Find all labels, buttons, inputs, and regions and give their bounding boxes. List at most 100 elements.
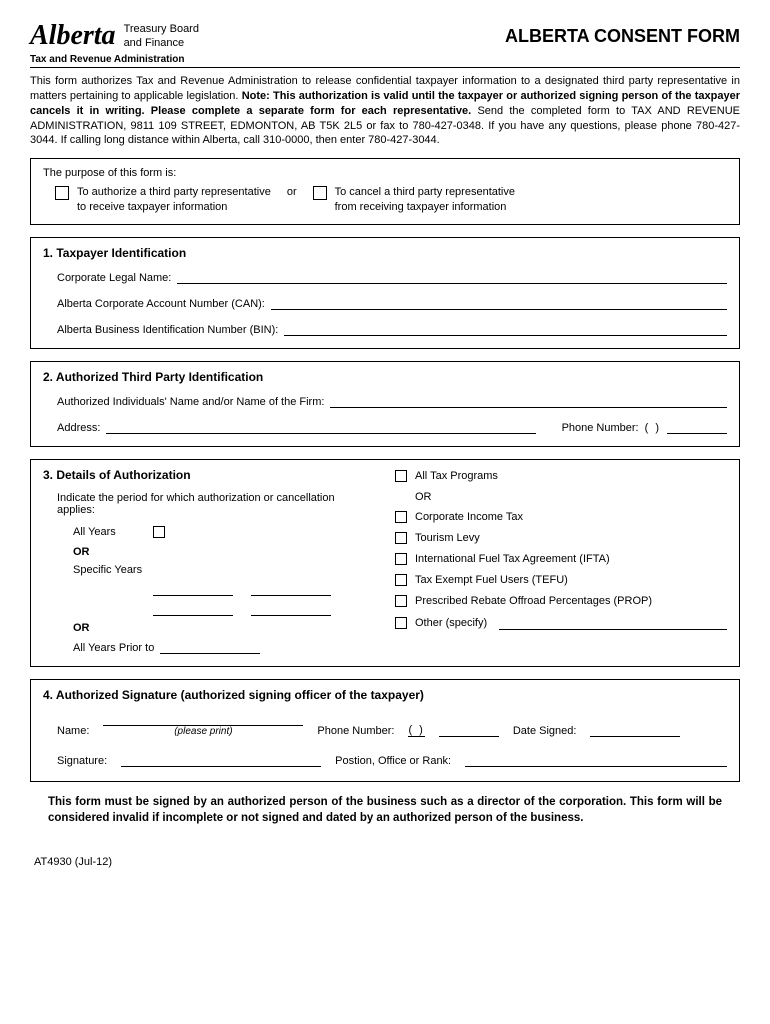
sig-row-1: Name: (please print) Phone Number: ( ) D… xyxy=(57,712,727,737)
header: Alberta Treasury Board and Finance ALBER… xyxy=(30,20,740,52)
row-tourism: Tourism Levy xyxy=(395,532,727,544)
checkbox-cancel[interactable] xyxy=(313,186,327,200)
section-3-subtext: Indicate the period for which authorizat… xyxy=(57,492,375,516)
opt2-line2: from receiving taxpayer information xyxy=(335,200,515,214)
label-cit: Corporate Income Tax xyxy=(415,511,523,523)
input-position[interactable] xyxy=(465,753,727,767)
input-bin[interactable] xyxy=(284,322,727,336)
checkbox-all-programs[interactable] xyxy=(395,470,407,482)
input-date[interactable] xyxy=(590,723,680,737)
specific-years-row-2 xyxy=(153,602,375,616)
checkbox-cit[interactable] xyxy=(395,511,407,523)
label-other: Other (specify) xyxy=(415,617,487,629)
checkbox-tefu[interactable] xyxy=(395,574,407,586)
section-3-right: All Tax Programs OR Corporate Income Tax… xyxy=(395,468,727,656)
input-year-2[interactable] xyxy=(251,582,331,596)
label-all-years: All Years xyxy=(73,526,143,538)
label-prior-to: All Years Prior to xyxy=(73,642,154,654)
checkbox-other[interactable] xyxy=(395,617,407,629)
or-2: OR xyxy=(73,622,375,634)
purpose-options: To authorize a third party representativ… xyxy=(43,185,727,214)
label-name: Name: xyxy=(57,725,89,737)
checkbox-authorize[interactable] xyxy=(55,186,69,200)
label-position: Postion, Office or Rank: xyxy=(335,755,451,767)
opt1-line2: to receive taxpayer information xyxy=(77,200,271,214)
form-title: ALBERTA CONSENT FORM xyxy=(505,26,740,47)
label-specific-years: Specific Years xyxy=(73,564,375,576)
label-prop: Prescribed Rebate Offroad Percentages (P… xyxy=(415,595,652,607)
checkbox-prop[interactable] xyxy=(395,595,407,607)
row-tefu: Tax Exempt Fuel Users (TEFU) xyxy=(395,574,727,586)
label-phone-sig: Phone Number: xyxy=(317,725,394,737)
row-can: Alberta Corporate Account Number (CAN): xyxy=(43,296,727,310)
input-address[interactable] xyxy=(106,420,535,434)
section-3-details: 3. Details of Authorization Indicate the… xyxy=(30,459,740,667)
or-1: OR xyxy=(73,546,375,558)
please-print: (please print) xyxy=(103,726,303,737)
checkbox-ifta[interactable] xyxy=(395,553,407,565)
purpose-option-cancel: To cancel a third party representative f… xyxy=(313,185,515,214)
input-can[interactable] xyxy=(271,296,727,310)
section-4-title: 4. Authorized Signature (authorized sign… xyxy=(43,688,727,702)
purpose-lead: The purpose of this form is: xyxy=(43,167,727,179)
purpose-section: The purpose of this form is: To authoriz… xyxy=(30,158,740,225)
row-bin: Alberta Business Identification Number (… xyxy=(43,322,727,336)
option-cancel-text: To cancel a third party representative f… xyxy=(335,185,515,214)
label-tefu: Tax Exempt Fuel Users (TEFU) xyxy=(415,574,568,586)
dept-line-1: Treasury Board xyxy=(124,22,199,36)
sig-row-2: Signature: Postion, Office or Rank: xyxy=(57,753,727,767)
section-2-third-party: 2. Authorized Third Party Identification… xyxy=(30,361,740,447)
checkbox-all-years[interactable] xyxy=(153,526,165,538)
input-other[interactable] xyxy=(499,616,727,630)
row-other: Other (specify) xyxy=(395,616,727,630)
input-firm-name[interactable] xyxy=(330,394,727,408)
section-2-title: 2. Authorized Third Party Identification xyxy=(43,370,727,384)
form-id: AT4930 (Jul-12) xyxy=(34,856,740,868)
row-legal-name: Corporate Legal Name: xyxy=(43,270,727,284)
row-cit: Corporate Income Tax xyxy=(395,511,727,523)
phone-paren: ( ) xyxy=(645,422,661,434)
footer-note: This form must be signed by an authorize… xyxy=(48,794,722,826)
row-firm-name: Authorized Individuals' Name and/or Name… xyxy=(43,394,727,408)
sub-department: Tax and Revenue Administration xyxy=(30,54,740,65)
row-address-phone: Address: Phone Number: ( ) xyxy=(43,420,727,434)
label-ifta: International Fuel Tax Agreement (IFTA) xyxy=(415,553,610,565)
or-programs: OR xyxy=(415,491,727,503)
opt2-line1: To cancel a third party representative xyxy=(335,185,515,199)
department-name: Treasury Board and Finance xyxy=(124,22,199,51)
label-all-programs: All Tax Programs xyxy=(415,470,498,482)
label-bin: Alberta Business Identification Number (… xyxy=(57,324,278,336)
checkbox-tourism[interactable] xyxy=(395,532,407,544)
specific-years-row-1 xyxy=(153,582,375,596)
option-authorize-text: To authorize a third party representativ… xyxy=(77,185,271,214)
section-4-signature: 4. Authorized Signature (authorized sign… xyxy=(30,679,740,782)
label-phone: Phone Number: xyxy=(562,422,639,434)
input-year-4[interactable] xyxy=(251,602,331,616)
input-signature[interactable] xyxy=(121,753,321,767)
section-1-taxpayer-id: 1. Taxpayer Identification Corporate Leg… xyxy=(30,237,740,349)
label-address: Address: xyxy=(57,422,100,434)
row-all-years: All Years xyxy=(73,526,375,538)
row-prop: Prescribed Rebate Offroad Percentages (P… xyxy=(395,595,727,607)
input-phone[interactable] xyxy=(667,420,727,434)
intro-paragraph: This form authorizes Tax and Revenue Adm… xyxy=(30,74,740,148)
logo-wordmark: Alberta xyxy=(30,20,116,52)
input-name[interactable] xyxy=(103,712,303,726)
label-legal-name: Corporate Legal Name: xyxy=(57,272,171,284)
row-ifta: International Fuel Tax Agreement (IFTA) xyxy=(395,553,727,565)
purpose-option-authorize: To authorize a third party representativ… xyxy=(55,185,271,214)
input-year-3[interactable] xyxy=(153,602,233,616)
input-legal-name[interactable] xyxy=(177,270,727,284)
logo-block: Alberta Treasury Board and Finance xyxy=(30,20,199,52)
section-3-left: 3. Details of Authorization Indicate the… xyxy=(43,468,375,656)
label-date: Date Signed: xyxy=(513,725,577,737)
phone-paren-sig: ( ) xyxy=(408,724,424,737)
input-year-1[interactable] xyxy=(153,582,233,596)
input-phone-sig[interactable] xyxy=(439,723,499,737)
input-prior-to[interactable] xyxy=(160,640,260,654)
label-firm-name: Authorized Individuals' Name and/or Name… xyxy=(57,396,324,408)
row-all-programs: All Tax Programs xyxy=(395,470,727,482)
purpose-or: or xyxy=(287,185,297,198)
dept-line-2: and Finance xyxy=(124,36,199,50)
label-signature: Signature: xyxy=(57,755,107,767)
